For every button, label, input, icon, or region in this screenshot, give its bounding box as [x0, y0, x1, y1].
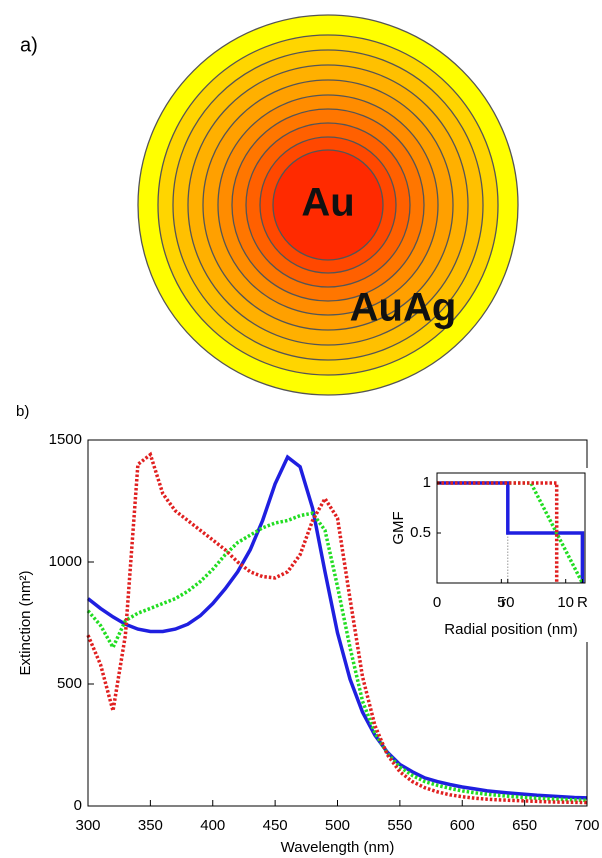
shell-label: AuAg [350, 286, 457, 330]
x-tick-label: 400 [200, 817, 225, 834]
core-label: Au [301, 181, 354, 225]
y-tick-label: 1500 [49, 431, 82, 448]
series-line [86, 454, 588, 800]
y-axis-label: Extinction (nm²) [17, 570, 34, 675]
x-tick-label: 600 [450, 817, 475, 834]
ring [272, 149, 384, 261]
y-tick-label: 1 [423, 474, 431, 491]
x-tick-label: 0 [433, 594, 441, 611]
x-tick-label: r0 [501, 594, 514, 611]
y-tick-label: 1000 [49, 553, 82, 570]
x-tick-label: R [577, 594, 588, 611]
panel-label: a) [20, 34, 38, 56]
x-axis-label: Radial position (nm) [444, 621, 577, 638]
x-tick-label: 500 [325, 817, 350, 834]
series-line [437, 481, 559, 583]
panel-label: b) [16, 403, 29, 420]
series-line [86, 511, 588, 803]
plot-frame [436, 472, 586, 584]
x-axis-label: Wavelength (nm) [281, 839, 395, 856]
x-tick-label: 700 [574, 817, 599, 834]
series-line [86, 451, 588, 805]
plot [437, 481, 585, 584]
x-tick-label: 10 [557, 594, 574, 611]
x-tick-label: 350 [138, 817, 163, 834]
y-tick-label: 0 [74, 797, 82, 814]
particle-diagram [137, 14, 519, 396]
x-tick-label: 5 [497, 594, 505, 611]
x-tick-label: 550 [387, 817, 412, 834]
x-tick-label: 650 [512, 817, 537, 834]
x-tick-label: 450 [263, 817, 288, 834]
series-line [437, 481, 584, 584]
y-tick-label: 0.5 [410, 524, 431, 541]
plot [86, 451, 588, 805]
x-tick-label: 300 [75, 817, 100, 834]
inset-background [397, 468, 589, 642]
y-tick-label: 500 [57, 675, 82, 692]
y-axis-label: GMF [390, 511, 407, 544]
